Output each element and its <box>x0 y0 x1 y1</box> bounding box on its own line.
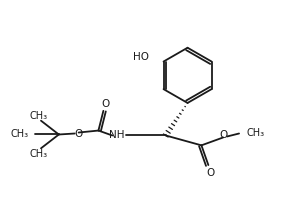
Text: CH₃: CH₃ <box>30 149 48 159</box>
Text: O: O <box>219 130 227 140</box>
Text: CH₃: CH₃ <box>247 128 265 138</box>
Text: O: O <box>206 168 214 178</box>
Text: CH₃: CH₃ <box>11 129 29 140</box>
Text: HO: HO <box>133 52 149 62</box>
Text: O: O <box>101 99 109 109</box>
Text: NH: NH <box>109 130 124 140</box>
Text: CH₃: CH₃ <box>30 111 48 121</box>
Text: O: O <box>74 129 83 140</box>
